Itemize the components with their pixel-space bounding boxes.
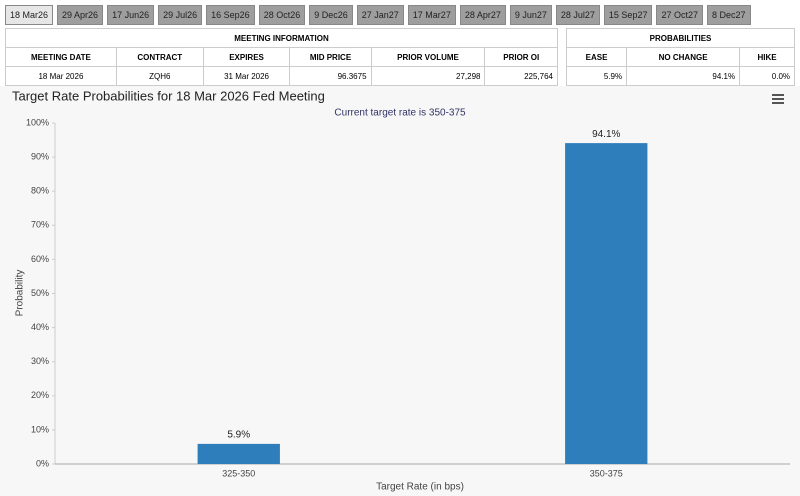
- cell: 31 Mar 2026: [202, 66, 291, 86]
- cell: 96.3675: [289, 66, 372, 86]
- table-title: PROBABILITIES: [566, 28, 795, 48]
- tab[interactable]: 17 Mar27: [407, 5, 456, 25]
- title-row: PROBABILITIES: [566, 28, 795, 48]
- column-header: EASE: [565, 47, 628, 67]
- data-row: 18 Mar 2026 ZQH6 31 Mar 2026 96.3675 27,298 2…: [5, 66, 558, 86]
- cell: 94.1%: [626, 66, 741, 86]
- header-row: MEETING DATE CONTRACT EXPIRES MID PRICE PRIO…: [5, 47, 558, 67]
- y-tick-label: 60%: [31, 254, 49, 264]
- data-label: 5.9%: [227, 430, 250, 441]
- y-tick-label: 70%: [31, 220, 49, 230]
- bar: [565, 143, 648, 464]
- cell: 18 Mar 2026: [5, 66, 117, 86]
- y-tick-label: 90%: [31, 151, 49, 161]
- y-axis-label: Probability: [15, 270, 26, 317]
- y-tick-label: 100%: [26, 117, 49, 127]
- column-header: MEETING DATE: [5, 47, 117, 67]
- cell: ZQH6: [115, 66, 204, 86]
- x-tick-label: 350-375: [590, 468, 623, 478]
- tab[interactable]: 28 Oct26: [258, 5, 306, 25]
- tab[interactable]: 29 Apr26: [57, 5, 104, 25]
- tab[interactable]: 28 Apr27: [459, 5, 506, 25]
- menu-icon[interactable]: [772, 94, 784, 104]
- cell: 0.0%: [739, 66, 795, 86]
- tab[interactable]: 27 Jan27: [356, 5, 404, 25]
- data-row: 5.9% 94.1% 0.0%: [565, 66, 795, 86]
- column-header: MID PRICE: [289, 47, 372, 67]
- bar: [197, 443, 280, 464]
- chart: Target Rate Probabilities for 18 Mar 202…: [0, 86, 800, 496]
- column-header: PRIOR OI: [484, 47, 558, 67]
- tab[interactable]: 18 Mar26: [5, 5, 54, 25]
- chart-title: Target Rate Probabilities for 18 Mar 202…: [12, 88, 325, 103]
- column-header: EXPIRES: [202, 47, 291, 67]
- y-tick-label: 30%: [31, 356, 49, 366]
- tab[interactable]: 15 Sep27: [603, 5, 653, 25]
- cell: 5.9%: [565, 66, 628, 86]
- data-label: 94.1%: [592, 129, 620, 140]
- title-row: MEETING INFORMATION: [5, 28, 558, 48]
- tab[interactable]: 17 Jun26: [107, 5, 155, 25]
- y-tick-label: 0%: [36, 458, 49, 468]
- meeting-table: MEETING INFORMATION MEETING DATE CONTRACT E…: [5, 28, 558, 86]
- column-header: HIKE: [739, 47, 795, 67]
- chart-background: [0, 86, 800, 496]
- tab[interactable]: 16 Sep26: [206, 5, 255, 25]
- tab[interactable]: 8 Dec27: [707, 5, 751, 25]
- y-tick-label: 50%: [31, 288, 49, 298]
- chart-subtitle: Current target rate is 350-375: [334, 108, 466, 119]
- tab[interactable]: 28 Jul27: [555, 5, 600, 25]
- y-tick-label: 20%: [31, 390, 49, 400]
- y-tick-label: 80%: [31, 186, 49, 196]
- column-header: NO CHANGE: [626, 47, 741, 67]
- y-tick-label: 40%: [31, 322, 49, 332]
- column-header: PRIOR VOLUME: [370, 47, 486, 67]
- header-row: EASE NO CHANGE HIKE: [565, 47, 795, 67]
- cell: 225,764: [484, 66, 558, 86]
- tab[interactable]: 9 Dec26: [309, 5, 353, 25]
- y-tick-label: 10%: [31, 424, 49, 434]
- tab-bar: 18 Mar26 29 Apr26 17 Jun26 29 Jul26 16 Sep26…: [5, 5, 751, 25]
- cell: 27,298: [370, 66, 486, 86]
- table-title: MEETING INFORMATION: [5, 28, 558, 48]
- x-axis-label: Target Rate (in bps): [376, 482, 464, 493]
- tab[interactable]: 29 Jul26: [158, 5, 203, 25]
- x-tick-label: 325-350: [222, 468, 255, 478]
- tab[interactable]: 9 Jun27: [509, 5, 552, 25]
- column-header: CONTRACT: [115, 47, 204, 67]
- probability-table: PROBABILITIES EASE NO CHANGE HIKE 5.9% 94.1% 0…: [565, 28, 795, 86]
- tab[interactable]: 27 Oct27: [656, 5, 703, 25]
